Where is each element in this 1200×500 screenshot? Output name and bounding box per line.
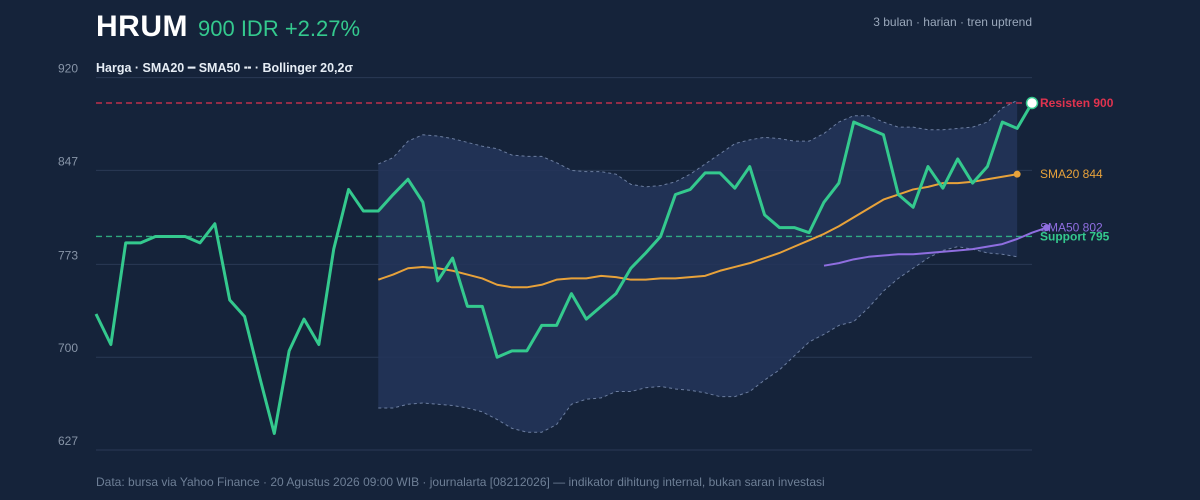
sma20-label: SMA20 844 [1040,167,1103,181]
y-tick-label: 773 [58,248,78,262]
ticker-symbol: HRUM [96,10,188,43]
price-change: 900 IDR +2.27% [198,16,361,41]
y-tick-label: 700 [58,341,78,355]
chart-footer: Data: bursa via Yahoo Finance · 20 Agust… [96,475,825,489]
y-tick-label: 847 [58,154,78,168]
sma20-end-marker [1013,170,1021,178]
chart-legend: Harga · SMA20 ━ SMA50 ╍ · Bollinger 20,2… [96,61,354,75]
price-end-marker [1025,96,1039,110]
y-tick-label: 920 [58,62,78,76]
bollinger-band-fill [378,100,1018,433]
sma50-end-marker [1043,224,1051,232]
y-tick-label: 627 [58,434,78,448]
sma20-line [377,173,1018,289]
bollinger-lower-line [378,246,1018,433]
sma50-line [823,226,1048,267]
support-label: Support 795 [1040,229,1110,243]
chart-header: HRUM 900 IDR +2.27% [96,10,360,44]
sma50-label: SMA50 802 [1040,221,1103,235]
resistance-label: Resisten 900 [1040,96,1114,110]
bollinger-upper-line [378,100,1018,188]
price-line [94,102,1034,435]
chart-meta: 3 bulan · harian · tren uptrend [873,15,1032,29]
